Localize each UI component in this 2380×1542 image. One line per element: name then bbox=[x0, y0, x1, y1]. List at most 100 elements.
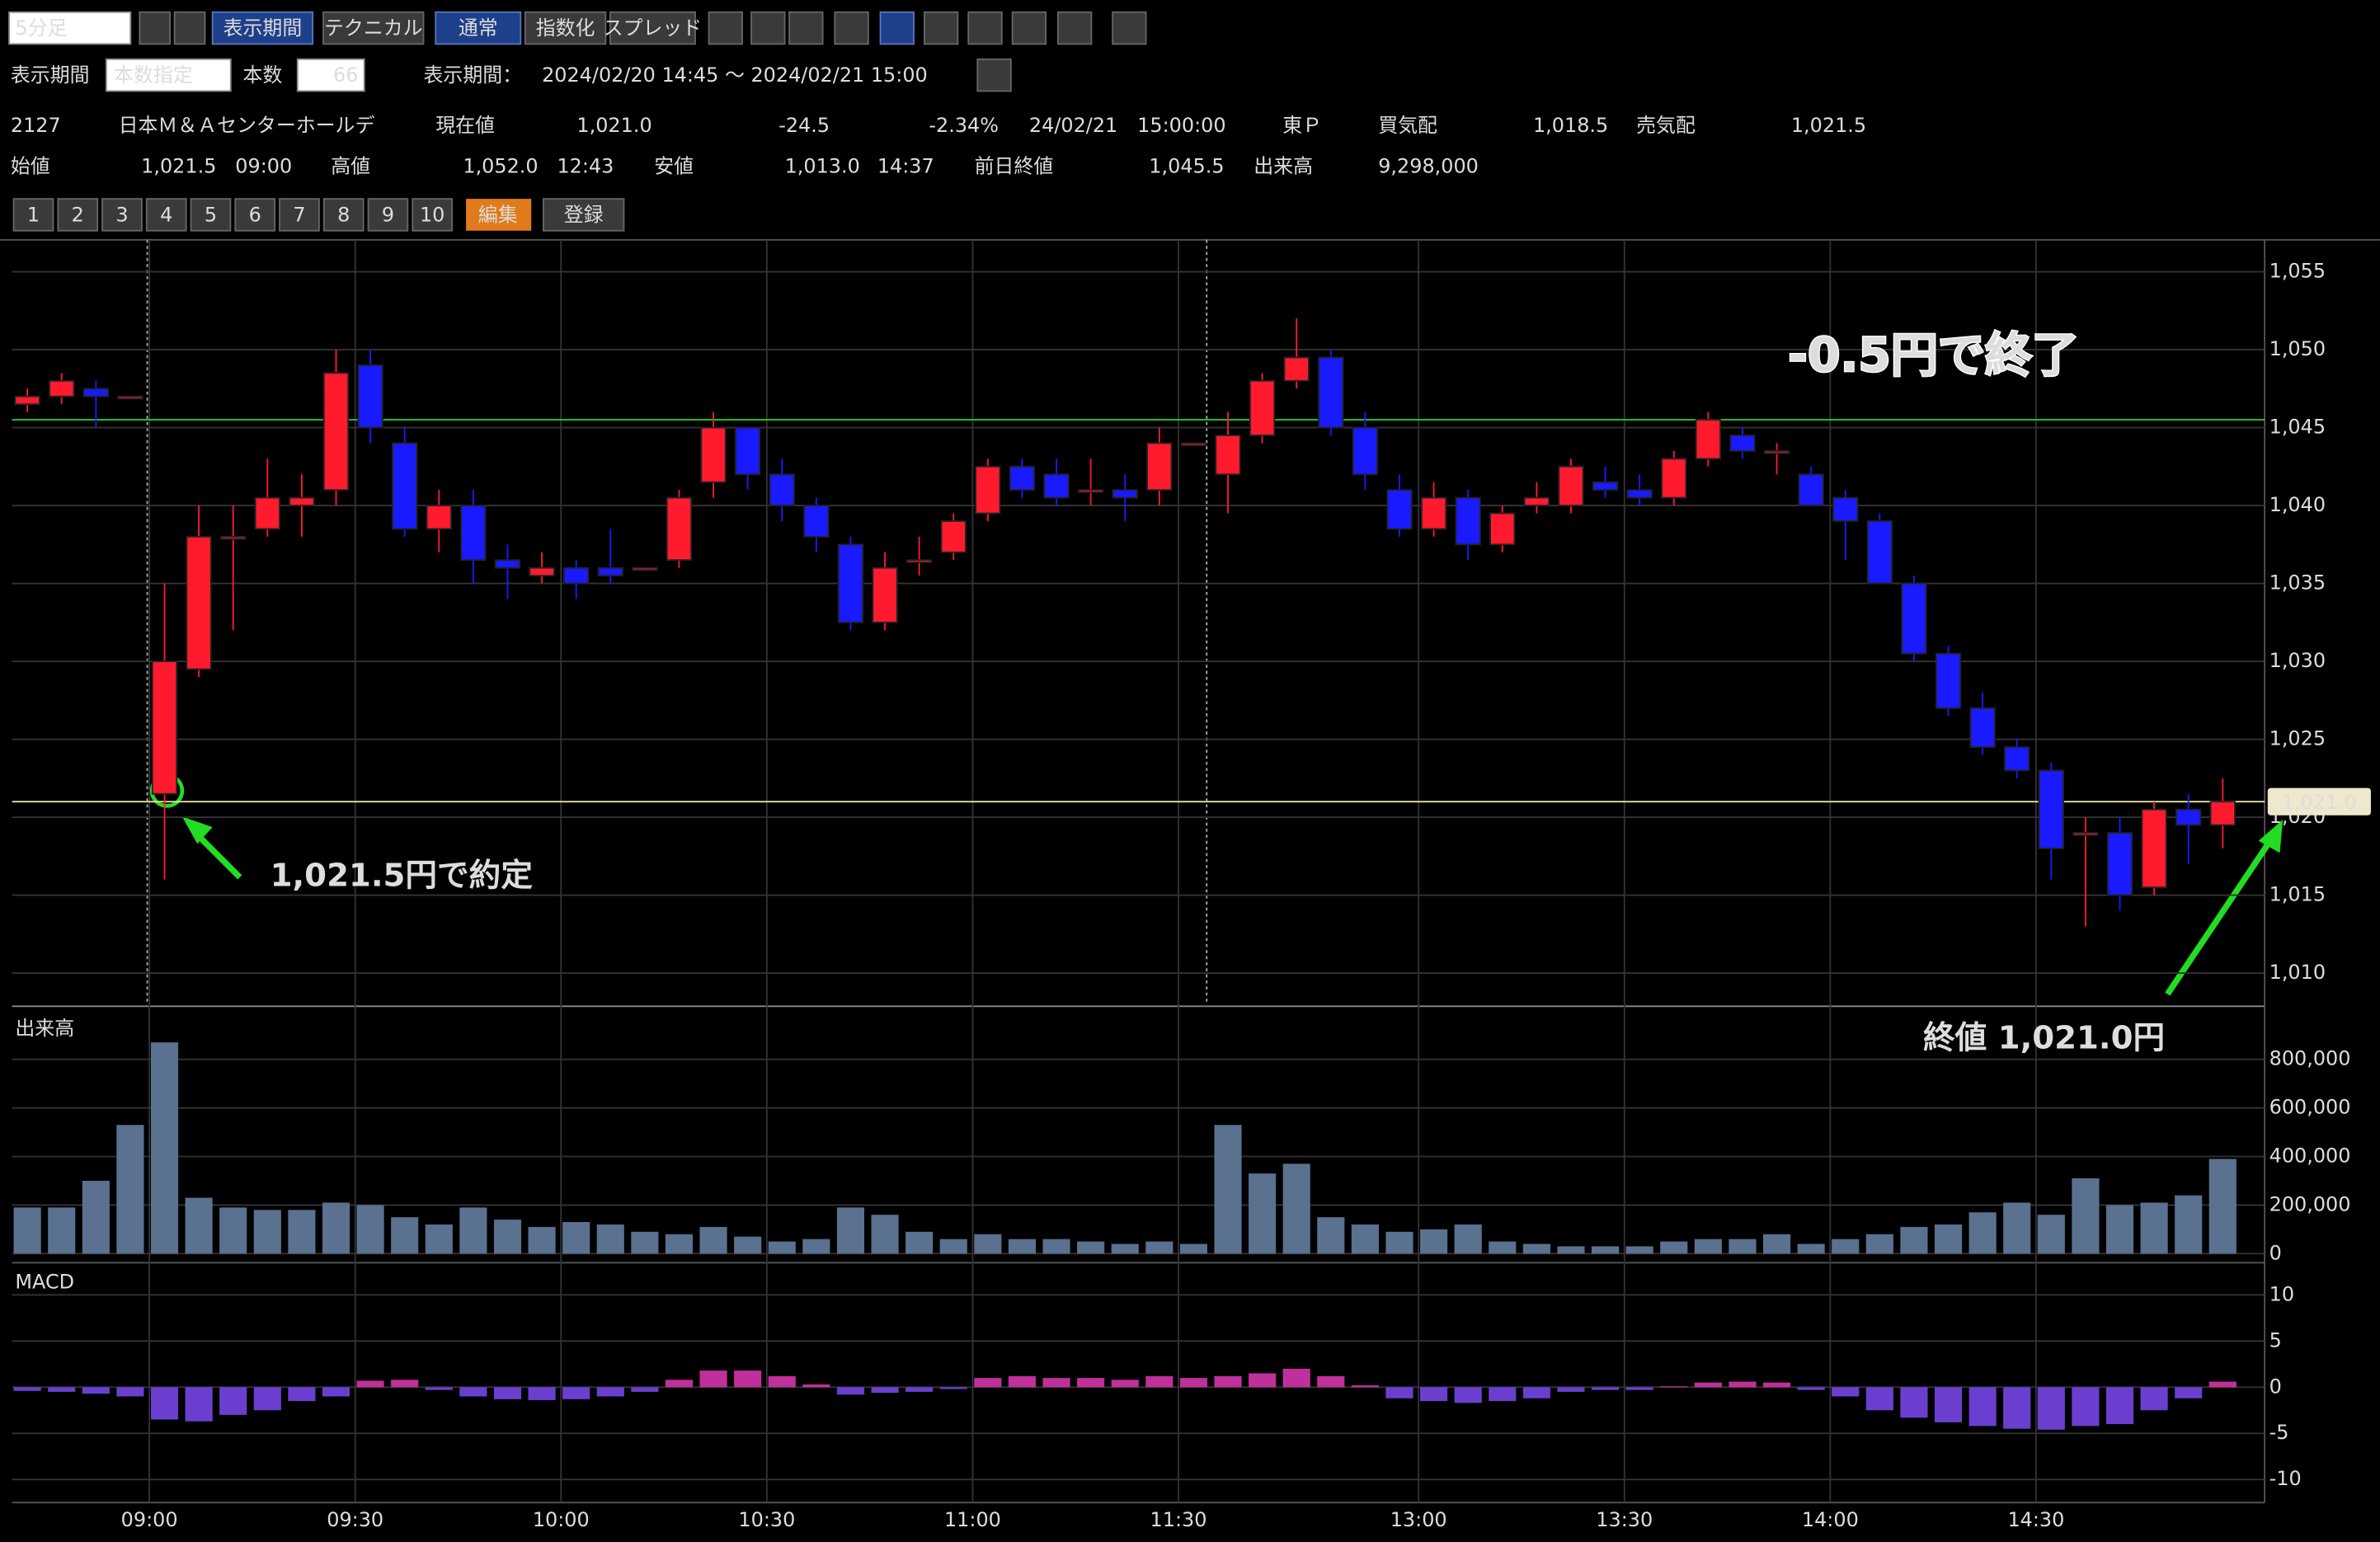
macd-bar bbox=[974, 1378, 1002, 1388]
button[interactable] bbox=[139, 11, 172, 45]
candle-body bbox=[254, 496, 280, 530]
dropdown[interactable] bbox=[8, 11, 132, 45]
x-tick-label: 11:00 bbox=[944, 1508, 1001, 1531]
button[interactable] bbox=[145, 198, 187, 232]
macd-bar bbox=[768, 1375, 796, 1388]
label: 本数 bbox=[242, 63, 282, 87]
button-label: 指数化 bbox=[536, 16, 595, 40]
y-tick-label: 1,025 bbox=[2269, 727, 2326, 750]
button[interactable] bbox=[101, 198, 143, 232]
button[interactable] bbox=[466, 199, 532, 231]
volume-bar bbox=[631, 1231, 659, 1254]
button[interactable] bbox=[57, 198, 99, 232]
last-price-label: 1,021.0 bbox=[2282, 791, 2357, 814]
macd-bar bbox=[562, 1387, 590, 1399]
candle-body bbox=[597, 566, 623, 577]
macd-bar bbox=[1454, 1387, 1482, 1403]
macd-bar bbox=[1008, 1375, 1036, 1388]
candle-body bbox=[2004, 746, 2030, 772]
candle-body bbox=[1935, 652, 1962, 709]
button[interactable] bbox=[976, 58, 1012, 92]
input[interactable] bbox=[296, 58, 365, 92]
button-label: テクニカル bbox=[324, 16, 423, 40]
macd-bar bbox=[596, 1387, 624, 1397]
button[interactable] bbox=[234, 198, 276, 232]
quote-field: 1,021.5 bbox=[141, 154, 216, 177]
candle-body bbox=[1661, 458, 1687, 499]
volume-bar bbox=[1625, 1246, 1653, 1254]
volume-bar bbox=[288, 1210, 316, 1254]
macd-bar bbox=[1282, 1368, 1310, 1388]
button[interactable] bbox=[322, 11, 425, 45]
y-tick-label: 0 bbox=[2269, 1375, 2282, 1398]
volume-bar bbox=[1522, 1243, 1550, 1254]
macd-bar bbox=[734, 1370, 762, 1388]
button[interactable] bbox=[322, 198, 365, 232]
candle-body bbox=[49, 379, 75, 397]
volume-bar bbox=[322, 1202, 350, 1254]
button[interactable] bbox=[190, 198, 232, 232]
quote-field: 高値 bbox=[331, 154, 370, 177]
button[interactable] bbox=[524, 11, 607, 45]
macd-bar bbox=[391, 1380, 419, 1388]
volume-bar bbox=[802, 1239, 830, 1254]
candle-body bbox=[2209, 801, 2236, 826]
quote-field: 24/02/21 15:00:00 bbox=[1029, 114, 1226, 137]
button-label: 通常 bbox=[459, 16, 498, 40]
volume-bar bbox=[1214, 1125, 1242, 1254]
button[interactable] bbox=[609, 11, 696, 45]
volume-bar bbox=[1900, 1226, 1928, 1254]
volume-bar bbox=[1145, 1241, 1174, 1254]
volume-bar bbox=[1008, 1239, 1036, 1254]
candle-body bbox=[1352, 426, 1379, 476]
button[interactable] bbox=[12, 198, 54, 232]
macd-bar bbox=[2140, 1387, 2168, 1411]
quote-field: 1,013.0 bbox=[785, 154, 860, 177]
button[interactable] bbox=[435, 11, 522, 45]
macd-bar bbox=[2072, 1387, 2100, 1427]
volume-bar bbox=[2072, 1178, 2100, 1254]
candle-body bbox=[1077, 489, 1104, 493]
quote-field: 安値 bbox=[654, 154, 694, 177]
candle-body bbox=[82, 388, 109, 397]
volume-bar bbox=[562, 1222, 590, 1254]
macd-bar bbox=[1351, 1385, 1379, 1388]
volume-bar bbox=[1968, 1212, 1997, 1254]
candle-body bbox=[1832, 496, 1859, 522]
button-label: 2 bbox=[72, 203, 84, 226]
candle-body bbox=[220, 535, 247, 540]
volume-bar bbox=[1077, 1241, 1105, 1254]
quote-field: 1,052.0 bbox=[463, 154, 538, 177]
volume-bar bbox=[1420, 1229, 1448, 1254]
macd-bar bbox=[322, 1387, 350, 1397]
candle-body bbox=[1866, 520, 1893, 585]
macd-bar bbox=[116, 1387, 144, 1397]
macd-bar bbox=[459, 1387, 487, 1397]
volume-bar bbox=[836, 1207, 865, 1254]
quote-field: 14:37 bbox=[877, 154, 934, 177]
button[interactable] bbox=[412, 198, 454, 232]
volume-bar bbox=[2105, 1205, 2134, 1254]
button[interactable] bbox=[279, 198, 320, 232]
candle-body bbox=[14, 395, 40, 406]
candle-body bbox=[700, 426, 727, 483]
button[interactable] bbox=[173, 11, 206, 45]
button-label: 9 bbox=[382, 203, 394, 226]
macd-bar bbox=[1385, 1387, 1413, 1399]
macd-bar bbox=[1762, 1382, 1791, 1388]
dropdown[interactable] bbox=[105, 58, 232, 92]
volume-bar bbox=[253, 1210, 281, 1254]
y-tick-label: 600,000 bbox=[2269, 1096, 2351, 1119]
button[interactable] bbox=[543, 198, 625, 232]
button[interactable] bbox=[211, 11, 314, 45]
button[interactable] bbox=[367, 198, 409, 232]
quote-field: 1,045.5 bbox=[1149, 154, 1224, 177]
candle-body bbox=[392, 442, 418, 530]
macd-bar bbox=[185, 1387, 213, 1422]
macd-bar bbox=[48, 1387, 76, 1392]
candle-body bbox=[1763, 449, 1790, 454]
volume-bar bbox=[1111, 1243, 1139, 1254]
macd-bar bbox=[802, 1384, 830, 1388]
candle-body bbox=[1455, 496, 1481, 546]
